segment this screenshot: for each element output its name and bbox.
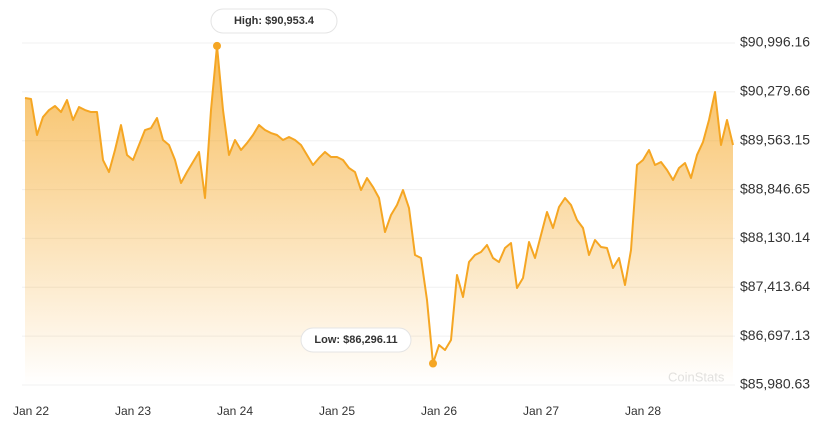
annotation-label: Low: $86,296.11 [314, 334, 397, 346]
y-tick-label: $90,279.66 [740, 83, 810, 99]
x-tick-label: Jan 22 [13, 404, 49, 418]
area [25, 45, 733, 385]
x-tick-label: Jan 23 [115, 404, 151, 418]
extreme-marker [429, 359, 437, 368]
annotation-label: High: $90,953.4 [234, 15, 315, 27]
x-tick-label: Jan 28 [625, 404, 661, 418]
extreme-marker [213, 41, 221, 50]
y-tick-label: $89,563.15 [740, 131, 810, 147]
y-tick-label: $85,980.63 [740, 376, 810, 392]
y-tick-label: $88,846.65 [740, 180, 810, 196]
y-tick-label: $90,996.16 [740, 34, 810, 50]
y-tick-label: $87,413.64 [740, 278, 810, 294]
annotation-box [300, 327, 412, 353]
x-tick-label: Jan 24 [217, 404, 253, 418]
annotation-box [210, 8, 338, 34]
x-tick-label: Jan 26 [421, 404, 457, 418]
y-tick-label: $88,130.14 [740, 229, 810, 245]
x-tick-label: Jan 25 [319, 404, 355, 418]
price-line [24, 44, 734, 365]
x-tick-label: Jan 27 [523, 404, 559, 418]
y-tick-label: $86,697.13 [740, 327, 810, 343]
